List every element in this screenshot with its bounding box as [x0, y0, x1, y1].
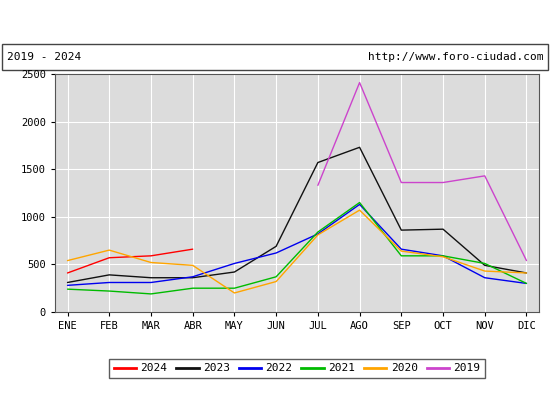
Text: 2019 - 2024: 2019 - 2024 [7, 52, 81, 62]
Text: Evolucion Nº Turistas Extranjeros en el municipio de Llagostera: Evolucion Nº Turistas Extranjeros en el … [56, 14, 494, 28]
Text: http://www.foro-ciudad.com: http://www.foro-ciudad.com [368, 52, 543, 62]
Legend: 2024, 2023, 2022, 2021, 2020, 2019: 2024, 2023, 2022, 2021, 2020, 2019 [109, 359, 485, 378]
